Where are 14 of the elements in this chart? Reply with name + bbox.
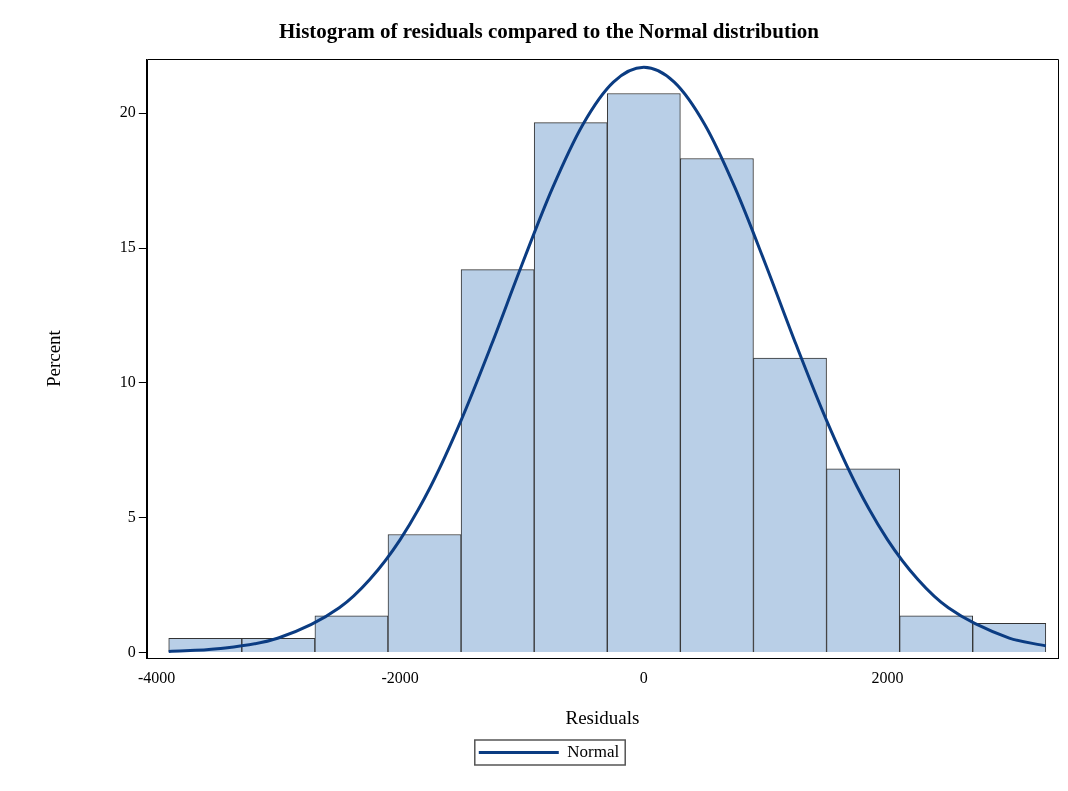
- y-axis-title: Percent: [43, 329, 65, 388]
- legend-label: Normal: [567, 741, 620, 761]
- y-tick-label: 0: [127, 642, 136, 660]
- y-tick-label: 20: [119, 103, 136, 121]
- x-tick-label: -4000: [137, 668, 176, 686]
- y-tick-label: 10: [119, 373, 136, 391]
- x-tick-label: 0: [639, 668, 648, 686]
- y-tick-label: 5: [127, 507, 136, 525]
- line-series: [167, 65, 1048, 654]
- x-tick-label: -2000: [381, 668, 419, 686]
- x-tick-label: 2000: [871, 668, 904, 686]
- chart-title: Histogram of residuals compared to the Normal distribution: [279, 19, 820, 44]
- y-tick-label: 15: [119, 238, 136, 256]
- x-axis-title: Residuals: [565, 706, 640, 728]
